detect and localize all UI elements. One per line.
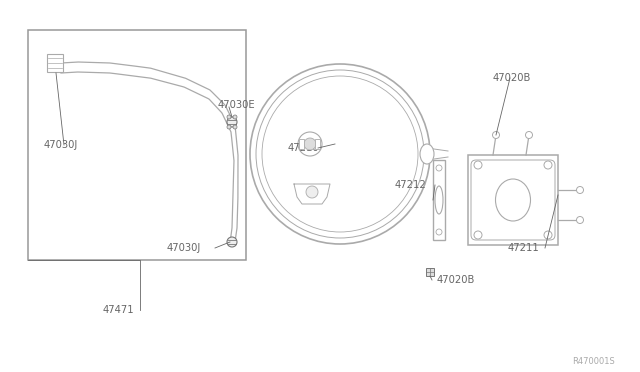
Circle shape: [544, 161, 552, 169]
Text: R470001S: R470001S: [572, 357, 615, 366]
Circle shape: [233, 125, 237, 129]
Bar: [426, 268, 434, 276]
Circle shape: [233, 115, 237, 119]
Ellipse shape: [420, 144, 434, 164]
Text: 47020B: 47020B: [493, 73, 531, 83]
Text: 47211: 47211: [508, 243, 540, 253]
Text: 47030J: 47030J: [167, 243, 201, 253]
Circle shape: [493, 131, 499, 138]
Text: 47030E: 47030E: [218, 100, 255, 110]
Bar: [315, 139, 320, 149]
Text: 47212: 47212: [395, 180, 427, 190]
Text: 47030J: 47030J: [44, 140, 78, 150]
Polygon shape: [294, 184, 330, 204]
Bar: [468, 155, 558, 245]
Circle shape: [227, 237, 237, 247]
Circle shape: [577, 217, 584, 224]
Text: 47471: 47471: [103, 305, 134, 315]
Text: 47020B: 47020B: [437, 275, 476, 285]
Circle shape: [227, 125, 231, 129]
Circle shape: [250, 64, 430, 244]
Circle shape: [474, 161, 482, 169]
Circle shape: [544, 231, 552, 239]
Circle shape: [306, 186, 318, 198]
Bar: [433, 160, 445, 240]
Circle shape: [436, 229, 442, 235]
Circle shape: [227, 117, 237, 127]
Circle shape: [298, 132, 322, 156]
Circle shape: [474, 231, 482, 239]
Circle shape: [436, 165, 442, 171]
Circle shape: [525, 131, 532, 138]
Bar: [299, 139, 304, 149]
Circle shape: [227, 115, 231, 119]
Circle shape: [304, 138, 316, 150]
Bar: [28, 30, 246, 260]
Circle shape: [577, 186, 584, 193]
Bar: [47, 54, 63, 72]
Text: 47210: 47210: [288, 143, 319, 153]
